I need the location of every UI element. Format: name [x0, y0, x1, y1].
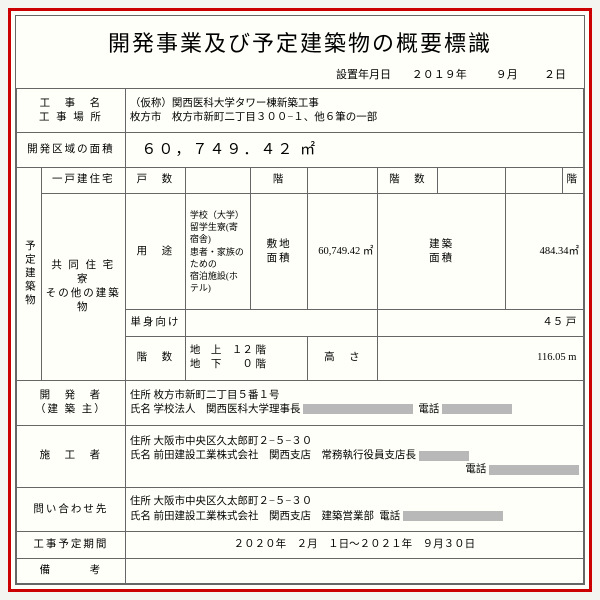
board-title: 開発事業及び予定建築物の概要標識 — [16, 16, 584, 64]
info-table: 工 事 名工 事 場 所 （仮称）関西医科大学タワー棟新築工事枚方市 枚方市新町… — [16, 88, 584, 584]
install-date: 設置年月日 ２０１９年 ９月 ２日 — [16, 64, 584, 88]
